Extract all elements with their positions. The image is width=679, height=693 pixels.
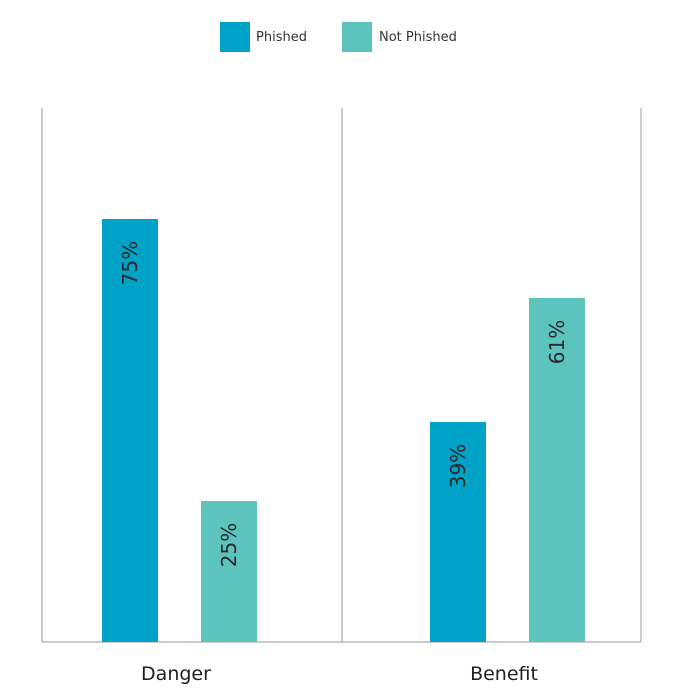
bar-label-danger-not-phished: 25%: [217, 523, 241, 567]
bars-group: [102, 219, 585, 642]
bar-danger-not-phished: [201, 501, 257, 642]
legend-swatch-phished: [220, 22, 250, 52]
category-labels: Danger Benefit: [141, 663, 538, 685]
category-label-benefit: Benefit: [470, 663, 538, 685]
legend-label-phished: Phished: [256, 30, 307, 45]
legend: Phished Not Phished: [220, 22, 457, 52]
bar-benefit-not-phished: [529, 297, 585, 642]
bar-label-danger-phished: 75%: [118, 241, 142, 285]
legend-label-not-phished: Not Phished: [379, 30, 457, 45]
bar-danger-phished: [102, 219, 158, 642]
bar-benefit-phished: [430, 422, 486, 642]
category-label-danger: Danger: [141, 663, 211, 685]
bar-label-benefit-not-phished: 61%: [545, 320, 569, 364]
legend-swatch-not-phished: [342, 22, 372, 52]
bar-labels-group: 75% 25% 39% 61%: [118, 241, 569, 567]
bar-label-benefit-phished: 39%: [446, 444, 470, 488]
